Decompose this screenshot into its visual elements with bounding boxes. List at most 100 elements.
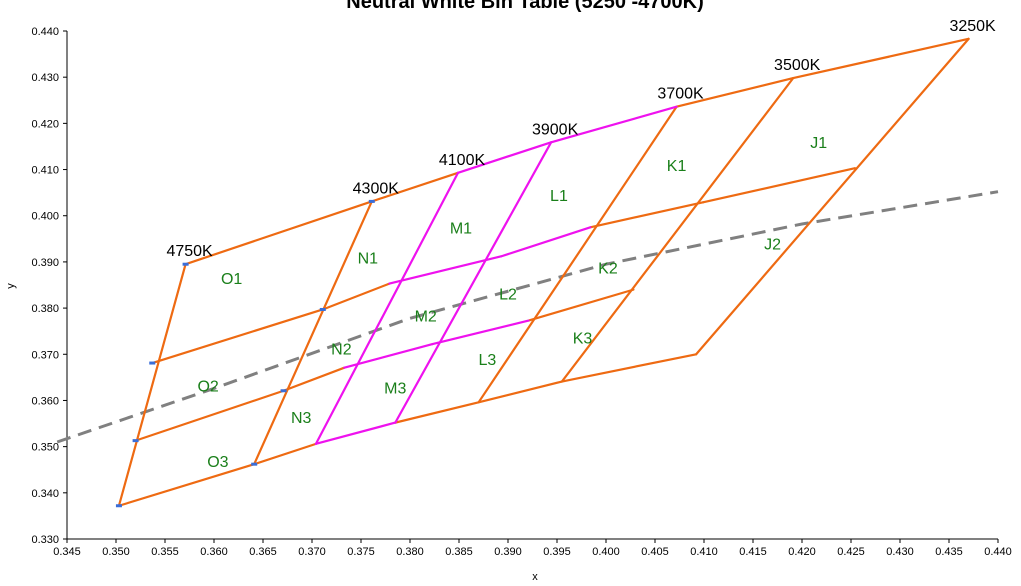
- y-tick-label-10: 0.430: [31, 72, 59, 84]
- orange-line-18: [477, 105, 678, 404]
- x-tick-label-19: 0.440: [984, 546, 1012, 558]
- corner-marker-6: [115, 504, 122, 508]
- bin-label-12: N3: [291, 410, 312, 427]
- temperature-label-6: 3250K: [949, 18, 996, 35]
- chart-title: Neutral White Bin Table (5250 -4700K): [346, 0, 704, 13]
- bin-label-6: O2: [197, 379, 218, 396]
- bin-label-9: L2: [499, 286, 517, 303]
- orange-line-13: [394, 401, 480, 424]
- x-tick-label-16: 0.425: [837, 546, 865, 558]
- temperature-label-1: 4300K: [353, 180, 400, 197]
- y-tick-label-1: 0.340: [31, 488, 59, 500]
- axes: 0.345 0.350 0.355 0.360 0.365 0.370 0.375 0.380…: [31, 26, 1011, 558]
- x-tick-label-15: 0.420: [788, 546, 816, 558]
- orange-line-17: [253, 200, 373, 466]
- orange-line-6: [589, 201, 705, 229]
- bin-label-4: K1: [667, 158, 687, 175]
- orange-line-14: [477, 380, 564, 404]
- magenta-line-1: [550, 105, 678, 144]
- bin-label-11: J2: [764, 236, 781, 253]
- x-tick-label-2: 0.355: [151, 546, 179, 558]
- y-tick-label-9: 0.420: [31, 118, 59, 130]
- orange-line-4: [151, 308, 324, 365]
- bin-label-7: N2: [331, 341, 352, 358]
- temperature-label-3: 3900K: [532, 121, 579, 138]
- magenta-line-8: [394, 141, 553, 424]
- x-tick-label-13: 0.410: [690, 546, 718, 558]
- orange-line-10: [527, 288, 635, 322]
- x-tick-label-14: 0.415: [739, 546, 767, 558]
- bin-label-1: N1: [358, 250, 379, 267]
- x-tick-label-9: 0.390: [494, 546, 522, 558]
- magenta-line-0: [456, 141, 553, 174]
- magenta-line-7: [314, 171, 460, 445]
- orange-line-5: [321, 282, 391, 311]
- bin-label-16: O3: [207, 454, 228, 471]
- magenta-line-2: [388, 255, 503, 285]
- x-tick-label-5: 0.370: [298, 546, 326, 558]
- temperature-label-5: 3500K: [774, 57, 821, 74]
- bin-label-5: J1: [810, 135, 827, 152]
- blackbody-curve: [56, 190, 999, 444]
- y-tick-label-7: 0.400: [31, 211, 59, 223]
- x-axis-title: x: [532, 571, 538, 583]
- x-tick-label-7: 0.380: [396, 546, 424, 558]
- orange-line-15: [560, 353, 698, 383]
- orange-line-7: [701, 167, 857, 204]
- bin-label-0: O1: [221, 271, 242, 288]
- bin-label-8: M2: [415, 308, 437, 325]
- orange-line-8: [134, 389, 285, 442]
- y-tick-label-0: 0.330: [31, 534, 59, 546]
- corner-marker-1: [368, 199, 375, 203]
- corner-marker-3: [319, 307, 326, 311]
- bin-label-3: L1: [550, 188, 568, 205]
- corner-marker-7: [251, 462, 258, 466]
- orange-line-2: [675, 77, 795, 108]
- temperature-label-4: 3700K: [657, 86, 704, 103]
- orange-line-11: [117, 463, 256, 507]
- chart-labels: 4750K 4300K 4100K 3900K 3700K 3500K 3250K O1 N1 M…: [166, 18, 996, 471]
- corner-marker-2: [149, 361, 156, 365]
- corner-marker-5: [280, 389, 287, 393]
- x-tick-label-1: 0.350: [102, 546, 130, 558]
- y-tick-label-3: 0.360: [31, 395, 59, 407]
- orange-line-9: [282, 366, 346, 392]
- blackbody-curve-line: [56, 190, 999, 444]
- orange-line-20: [695, 37, 970, 356]
- y-axis-title: y: [5, 283, 17, 289]
- x-tick-label-11: 0.400: [592, 546, 620, 558]
- x-tick-label-3: 0.360: [200, 546, 228, 558]
- x-tick-label-6: 0.375: [347, 546, 375, 558]
- corner-markers: [115, 199, 375, 508]
- orange-line-12: [253, 442, 318, 466]
- x-tick-label-10: 0.395: [543, 546, 571, 558]
- orange-bin-lines: [117, 37, 970, 507]
- x-tick-label-17: 0.430: [886, 546, 914, 558]
- y-tick-label-4: 0.370: [31, 349, 59, 361]
- bin-label-13: M3: [384, 381, 406, 398]
- corner-marker-4: [132, 439, 139, 443]
- y-tick-label-2: 0.350: [31, 442, 59, 454]
- orange-line-16: [117, 263, 187, 507]
- bin-label-10: K2: [598, 260, 618, 277]
- x-tick-label-0: 0.345: [53, 546, 81, 558]
- orange-line-0: [184, 200, 373, 266]
- orange-line-3: [792, 37, 970, 80]
- magenta-bin-lines: [314, 105, 678, 445]
- corner-marker-0: [182, 262, 189, 266]
- x-tick-label-12: 0.405: [641, 546, 669, 558]
- bin-label-15: K3: [573, 331, 593, 348]
- y-tick-label-11: 0.440: [31, 26, 59, 38]
- orange-line-1: [370, 171, 460, 203]
- bin-label-14: L3: [479, 352, 497, 369]
- x-tick-label-18: 0.435: [935, 546, 963, 558]
- y-tick-label-5: 0.380: [31, 303, 59, 315]
- x-tick-label-4: 0.365: [249, 546, 277, 558]
- bin-label-2: M1: [450, 220, 472, 237]
- orange-line-19: [560, 77, 795, 383]
- y-tick-label-8: 0.410: [31, 165, 59, 177]
- temperature-label-0: 4750K: [166, 243, 213, 260]
- magenta-line-3: [500, 226, 592, 258]
- magenta-line-5: [431, 319, 530, 346]
